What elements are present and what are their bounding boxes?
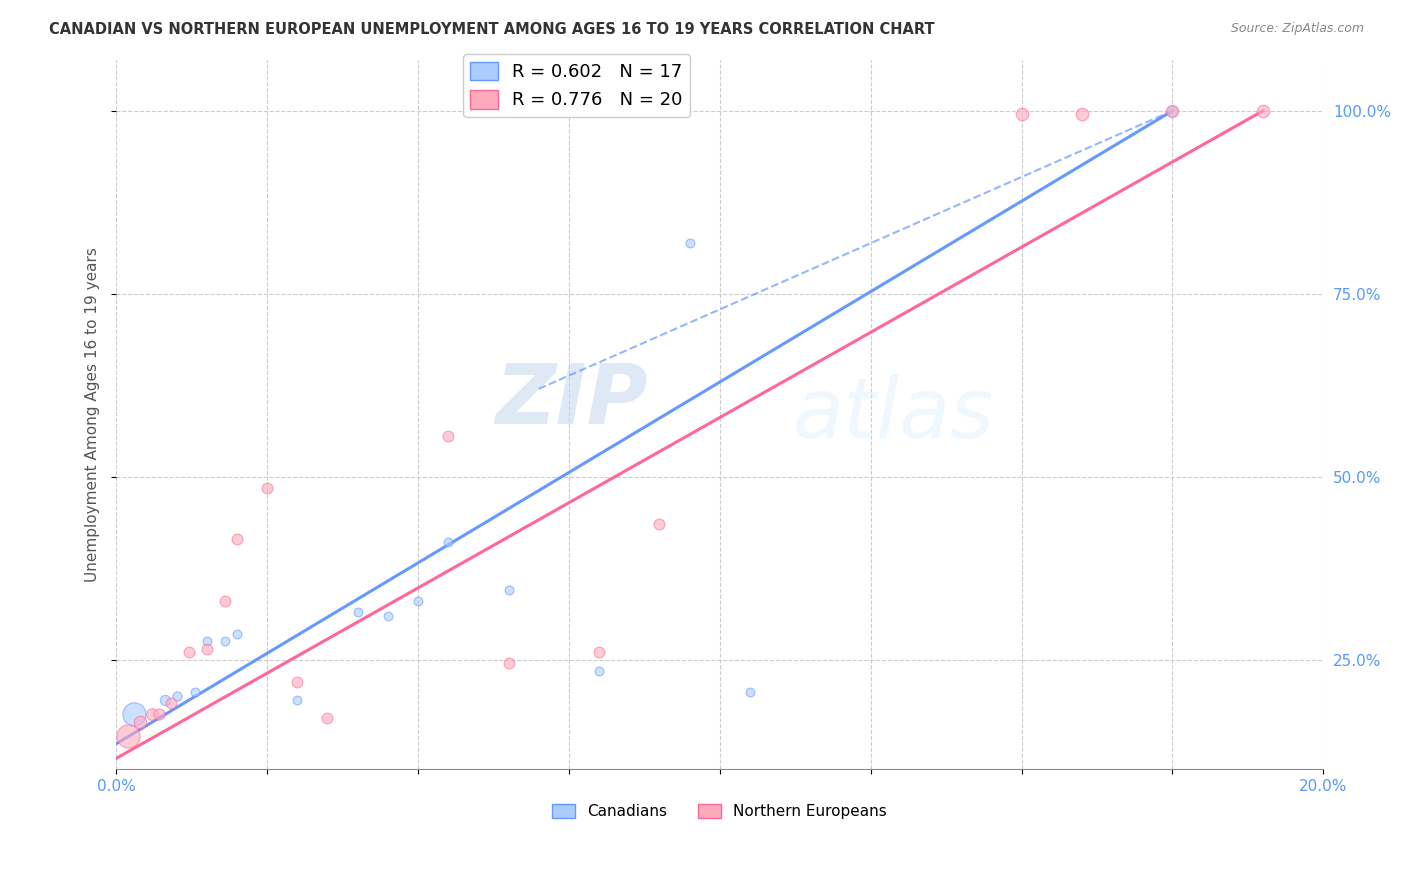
Point	[124, 707, 146, 722]
Point	[738, 685, 761, 699]
Point	[153, 693, 176, 707]
Point	[437, 535, 460, 549]
Point	[346, 605, 368, 619]
Point	[437, 429, 460, 443]
Text: CANADIAN VS NORTHERN EUROPEAN UNEMPLOYMENT AMONG AGES 16 TO 19 YEARS CORRELATION: CANADIAN VS NORTHERN EUROPEAN UNEMPLOYME…	[49, 22, 935, 37]
Point	[256, 481, 278, 495]
Point	[226, 627, 249, 641]
Point	[285, 693, 308, 707]
Text: atlas: atlas	[792, 374, 994, 455]
Point	[195, 641, 218, 656]
Point	[1070, 107, 1092, 121]
Point	[648, 517, 671, 532]
Point	[195, 634, 218, 648]
Point	[285, 674, 308, 689]
Point	[678, 235, 700, 250]
Point	[1161, 103, 1184, 118]
Point	[177, 645, 200, 659]
Point	[1251, 103, 1274, 118]
Point	[377, 608, 399, 623]
Point	[316, 711, 339, 725]
Point	[498, 657, 520, 671]
Point	[406, 594, 429, 608]
Point	[166, 689, 188, 703]
Point	[1161, 103, 1184, 118]
Y-axis label: Unemployment Among Ages 16 to 19 years: Unemployment Among Ages 16 to 19 years	[86, 247, 100, 582]
Point	[141, 707, 163, 722]
Point	[117, 730, 139, 744]
Point	[498, 582, 520, 597]
Point	[588, 664, 610, 678]
Point	[214, 594, 236, 608]
Point	[214, 634, 236, 648]
Text: Source: ZipAtlas.com: Source: ZipAtlas.com	[1230, 22, 1364, 36]
Point	[226, 532, 249, 546]
Point	[1011, 107, 1033, 121]
Point	[159, 697, 181, 711]
Point	[129, 714, 152, 729]
Point	[148, 707, 170, 722]
Text: ZIP: ZIP	[495, 359, 647, 441]
Point	[183, 685, 205, 699]
Point	[588, 645, 610, 659]
Legend: Canadians, Northern Europeans: Canadians, Northern Europeans	[547, 798, 893, 825]
